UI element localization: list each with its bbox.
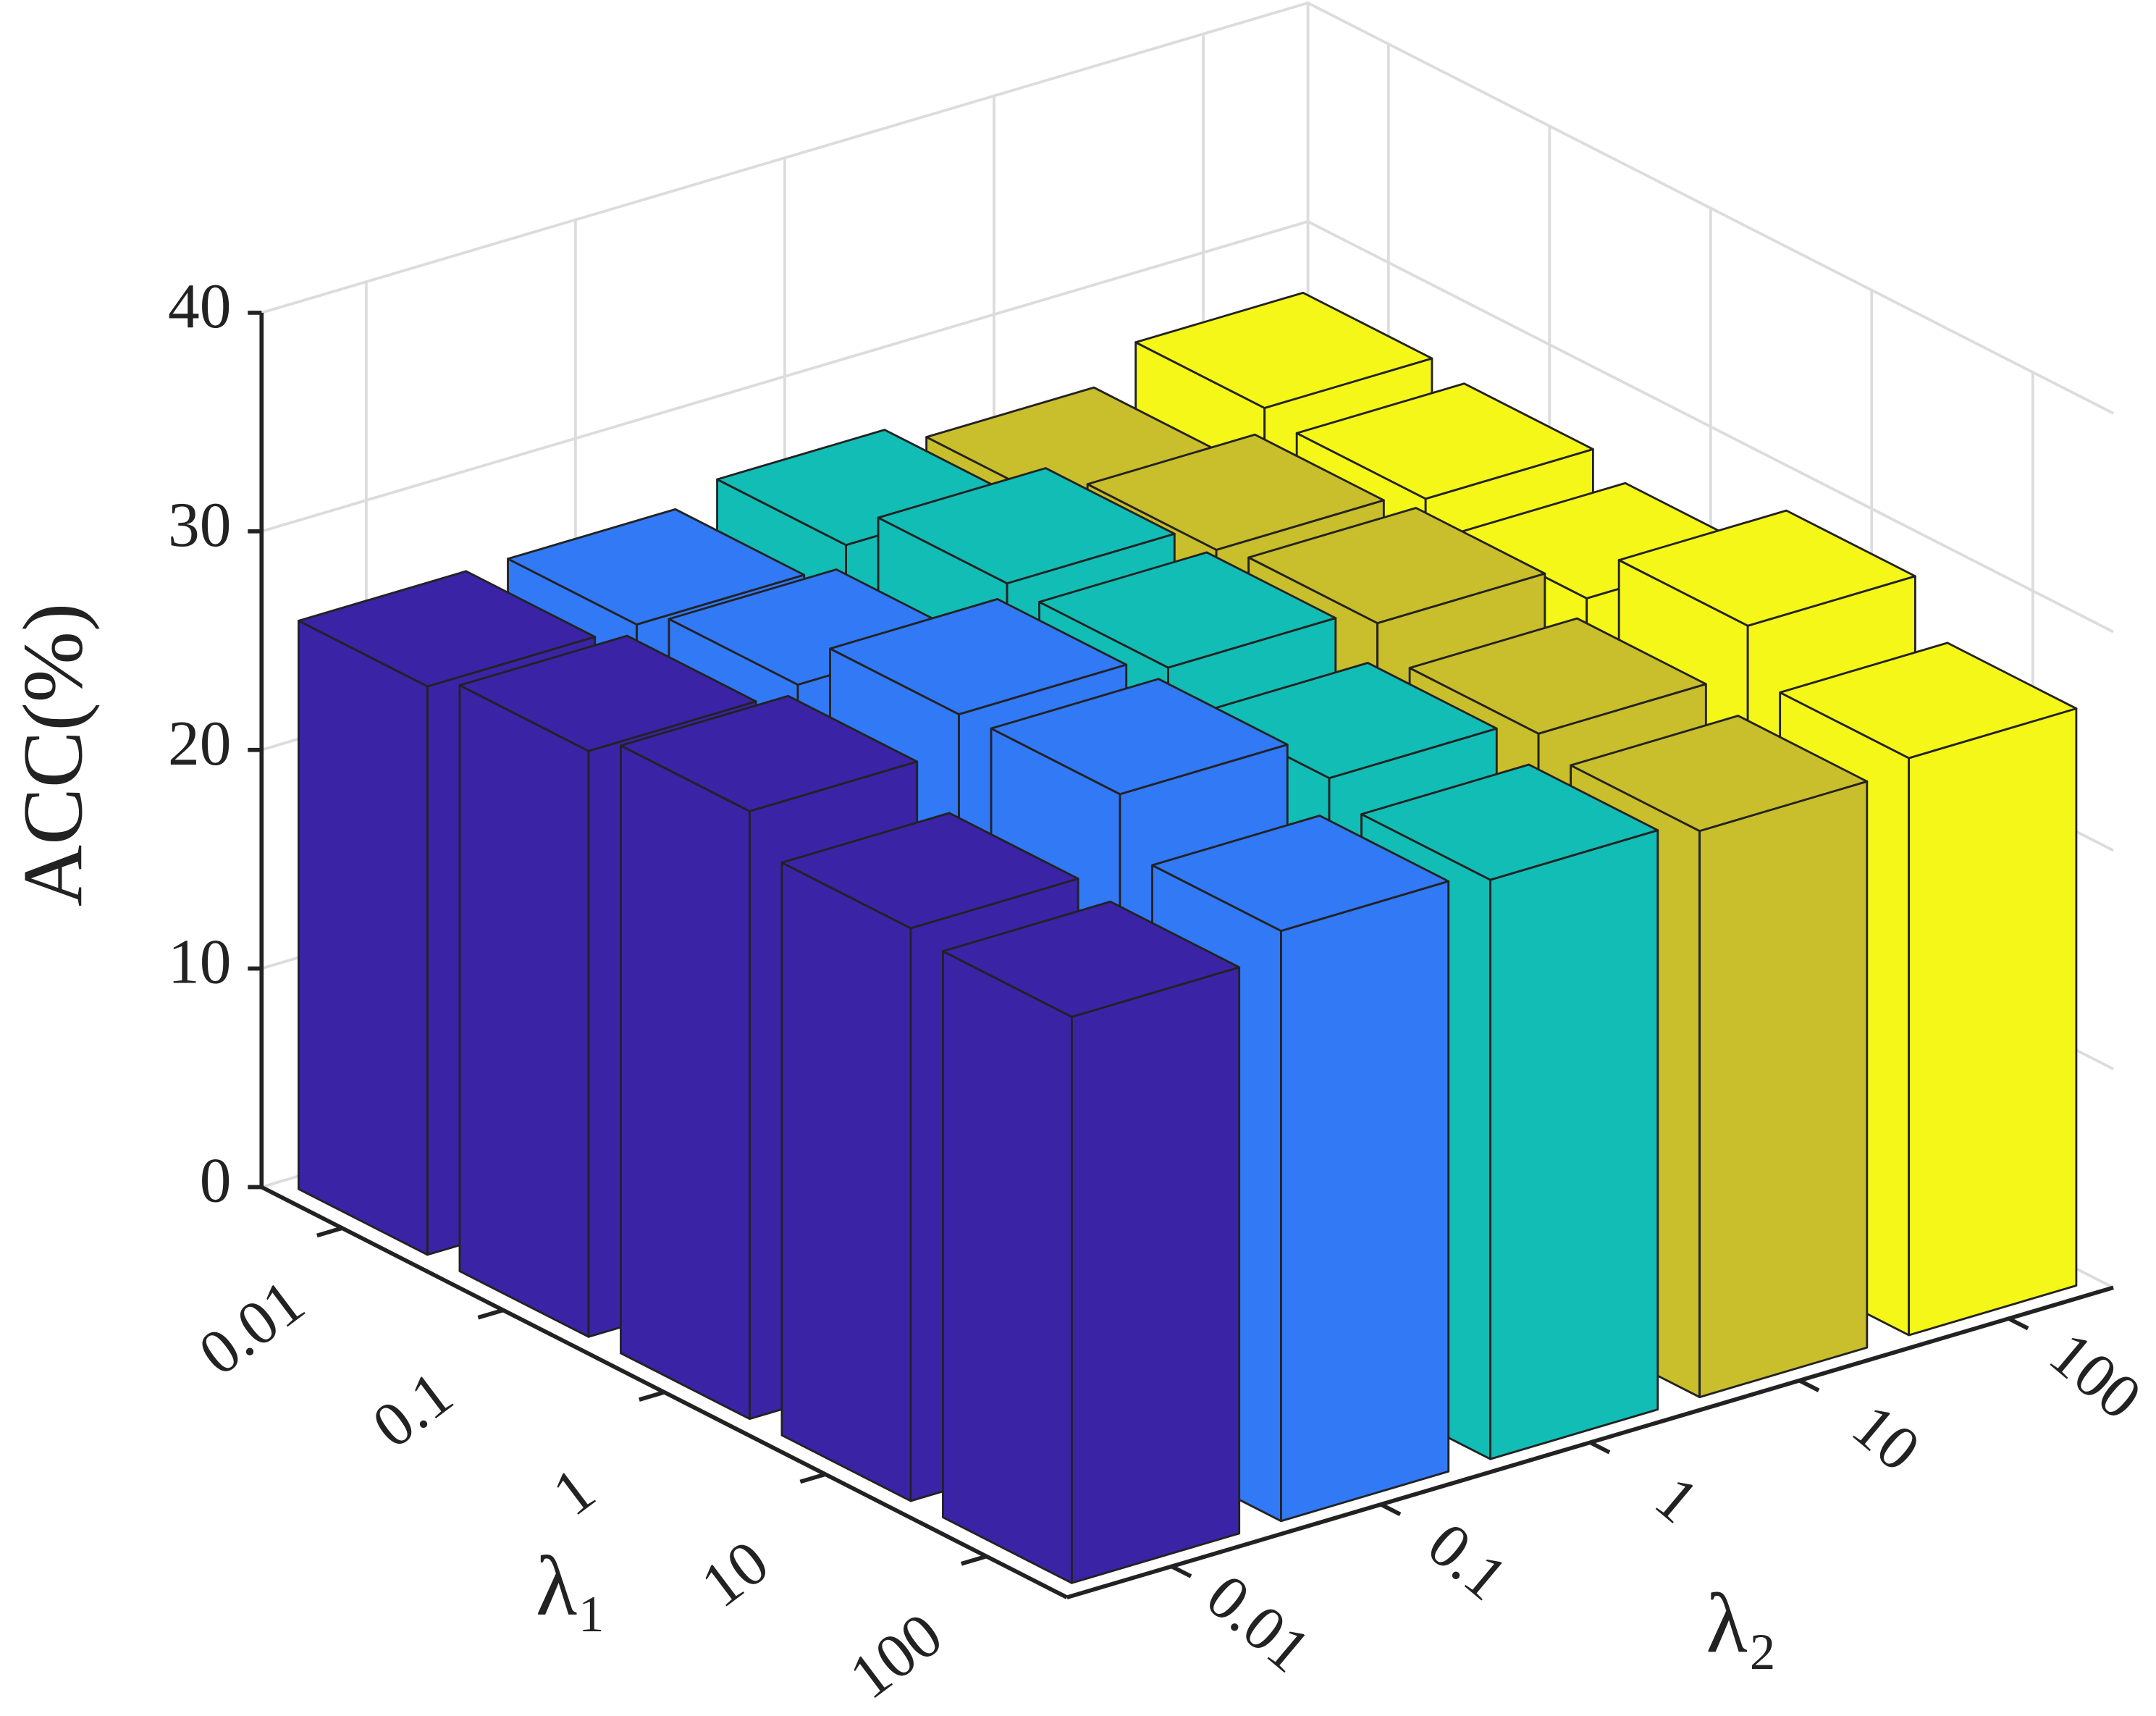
bar-right-face bbox=[1908, 707, 2078, 1337]
bar-top bbox=[1570, 715, 1869, 833]
z-tick-label: 40 bbox=[168, 271, 231, 341]
z-tick-label: 10 bbox=[168, 927, 231, 997]
x-tick bbox=[639, 1390, 665, 1402]
bar-top bbox=[877, 467, 1176, 585]
bar-top bbox=[1617, 509, 1916, 627]
x-tick bbox=[477, 1308, 504, 1320]
x-tick-label: 0.01 bbox=[186, 1266, 317, 1389]
y-tick bbox=[1589, 1440, 1611, 1455]
y-tick bbox=[1171, 1564, 1192, 1578]
bar-right-face bbox=[1071, 966, 1241, 1584]
y-tick-label: 0.1 bbox=[1415, 1509, 1520, 1614]
bar-left-face bbox=[780, 861, 912, 1502]
x-tick-label: 1 bbox=[539, 1454, 607, 1529]
y-tick-label: 1 bbox=[1643, 1462, 1712, 1536]
bar-right-face bbox=[1698, 780, 1869, 1399]
bar-top bbox=[990, 678, 1289, 796]
bar-top bbox=[1779, 642, 2078, 760]
y-tick bbox=[1380, 1502, 1402, 1516]
z-tick-label: 0 bbox=[200, 1145, 232, 1216]
bar-left-face bbox=[942, 950, 1073, 1584]
x-tick-label: 10 bbox=[688, 1526, 780, 1620]
bar-top bbox=[458, 634, 757, 752]
y-tick-label: 10 bbox=[1840, 1390, 1933, 1485]
z-axis-title: ACC(%) bbox=[6, 603, 101, 907]
bar-top bbox=[1134, 291, 1433, 409]
bar-right-face bbox=[1280, 880, 1450, 1523]
bar-left-face bbox=[620, 744, 751, 1421]
z-tick-label: 20 bbox=[168, 708, 231, 778]
bar-top bbox=[298, 570, 597, 688]
bar-top bbox=[1151, 815, 1450, 933]
x-tick bbox=[799, 1472, 826, 1484]
bar-top bbox=[1086, 433, 1385, 551]
y-tick bbox=[1798, 1379, 1820, 1392]
bar-top bbox=[507, 508, 806, 626]
y-tick-label: 0.01 bbox=[1194, 1560, 1324, 1686]
bar-left-face bbox=[458, 684, 590, 1338]
y-tick-label: 100 bbox=[2037, 1318, 2155, 1433]
bar-top bbox=[780, 812, 1079, 930]
bar-top bbox=[942, 900, 1241, 1018]
bar-top bbox=[1408, 617, 1707, 735]
x-axis-title: λ₁ bbox=[536, 1538, 607, 1633]
bar-top bbox=[829, 597, 1128, 715]
x-tick-label: 100 bbox=[836, 1599, 954, 1712]
y-axis-title: λ₂ bbox=[1706, 1576, 1777, 1670]
x-tick bbox=[961, 1554, 988, 1566]
z-tick-label: 30 bbox=[168, 489, 231, 560]
y-tick bbox=[2008, 1316, 2029, 1331]
bar-top bbox=[1360, 763, 1659, 881]
bar-right-face bbox=[1489, 829, 1659, 1460]
bar-top bbox=[1295, 382, 1594, 500]
x-tick bbox=[316, 1226, 343, 1238]
bar-top bbox=[1247, 507, 1546, 625]
x-tick-label: 0.1 bbox=[360, 1358, 466, 1461]
bar-left-face bbox=[298, 619, 429, 1256]
bar-top bbox=[620, 694, 919, 812]
bar-top bbox=[1038, 551, 1337, 669]
